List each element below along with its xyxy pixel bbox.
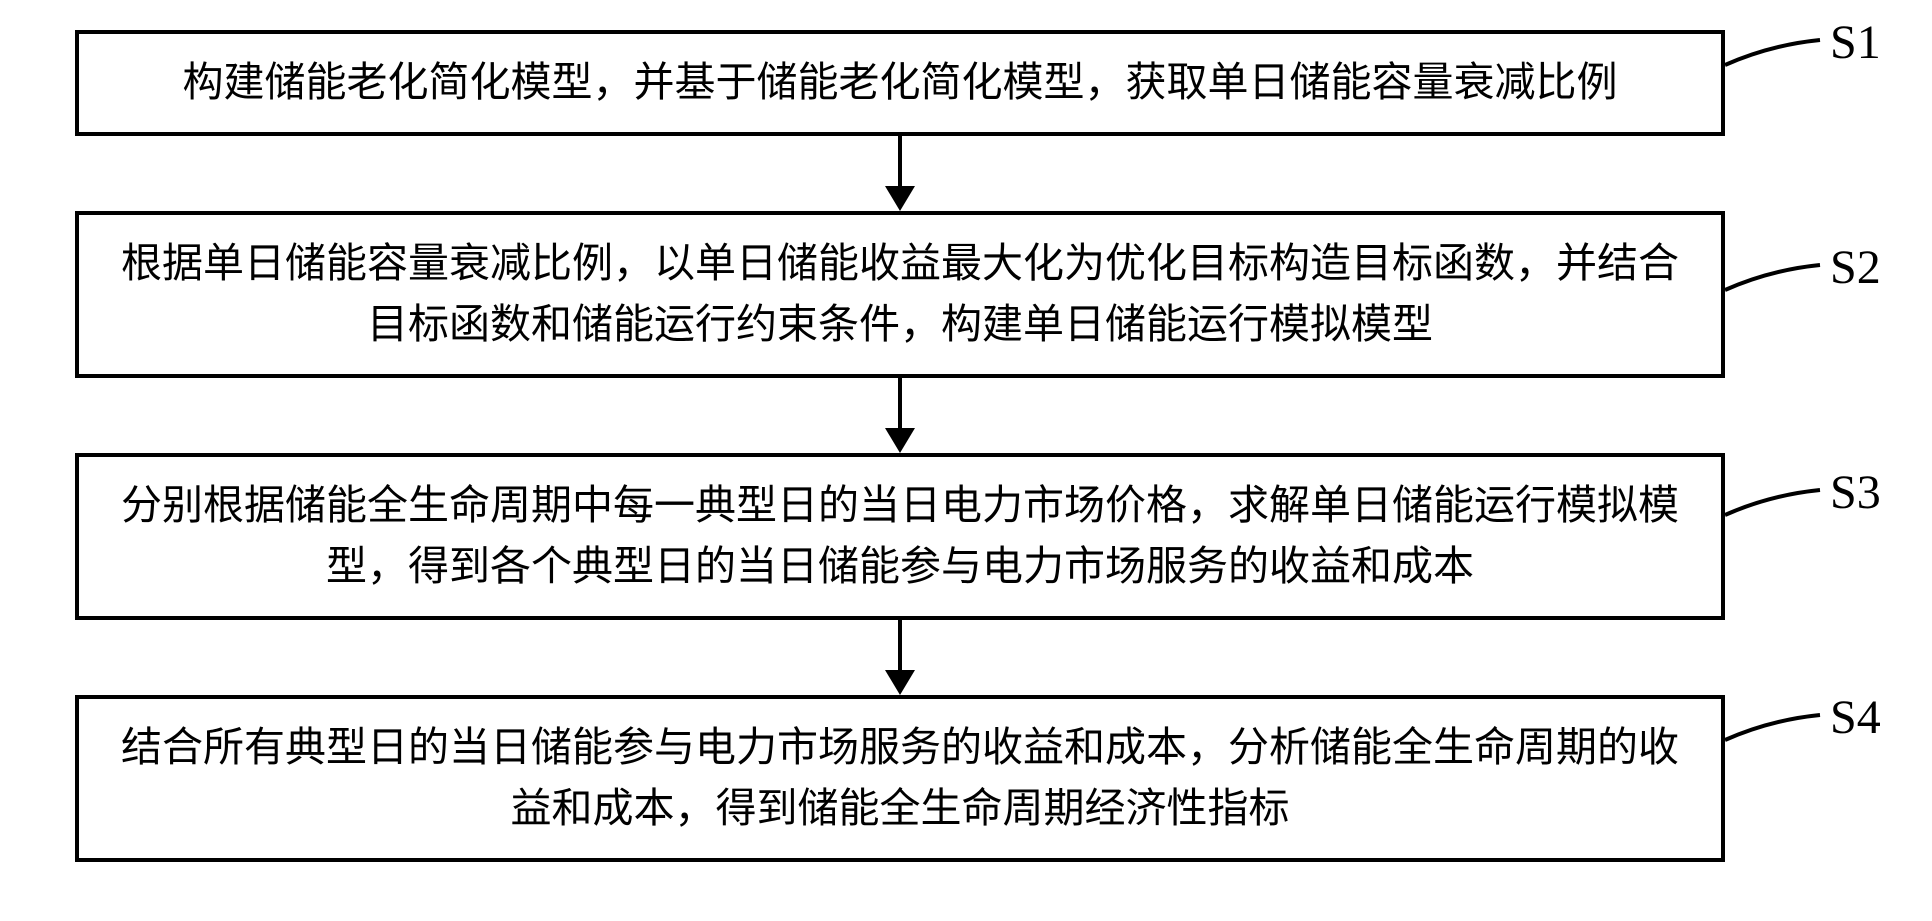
arrow-s3-s4: [885, 670, 915, 695]
arrow-s1-s2: [885, 186, 915, 211]
label-s1: S1: [1830, 15, 1881, 70]
connector-s2-s3: [898, 378, 902, 428]
curve-s2: [1720, 255, 1840, 315]
label-s2: S2: [1830, 240, 1881, 295]
curve-s1: [1720, 30, 1840, 90]
step-box-s2: 根据单日储能容量衰减比例，以单日储能收益最大化为优化目标构造目标函数，并结合目标…: [75, 211, 1725, 378]
label-s3: S3: [1830, 465, 1881, 520]
step-box-s1: 构建储能老化简化模型，并基于储能老化简化模型，获取单日储能容量衰减比例: [75, 30, 1725, 136]
curve-s4: [1720, 705, 1840, 765]
step-box-s4: 结合所有典型日的当日储能参与电力市场服务的收益和成本，分析储能全生命周期的收益和…: [75, 695, 1725, 862]
connector-s3-s4: [898, 620, 902, 670]
step-box-s3: 分别根据储能全生命周期中每一典型日的当日电力市场价格，求解单日储能运行模拟模型，…: [75, 453, 1725, 620]
flowchart-container: 构建储能老化简化模型，并基于储能老化简化模型，获取单日储能容量衰减比例 根据单日…: [75, 30, 1725, 862]
label-s4: S4: [1830, 690, 1881, 745]
curve-s3: [1720, 480, 1840, 540]
connector-s1-s2: [898, 136, 902, 186]
step-text-s1: 构建储能老化简化模型，并基于储能老化简化模型，获取单日储能容量衰减比例: [183, 52, 1618, 114]
step-text-s4: 结合所有典型日的当日储能参与电力市场服务的收益和成本，分析储能全生命周期的收益和…: [109, 717, 1691, 840]
arrow-s2-s3: [885, 428, 915, 453]
step-text-s3: 分别根据储能全生命周期中每一典型日的当日电力市场价格，求解单日储能运行模拟模型，…: [109, 475, 1691, 598]
step-text-s2: 根据单日储能容量衰减比例，以单日储能收益最大化为优化目标构造目标函数，并结合目标…: [109, 233, 1691, 356]
